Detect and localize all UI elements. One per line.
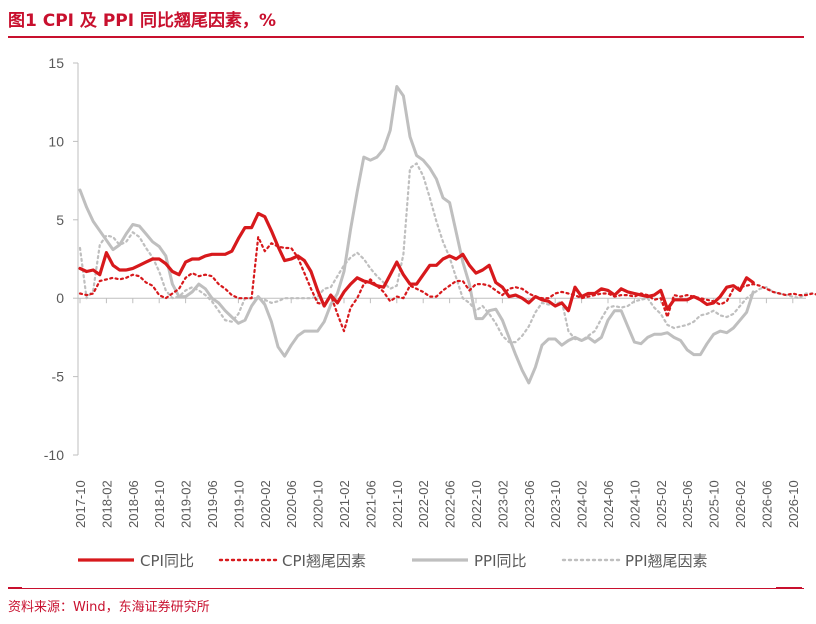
x-tick-label: 2017-10 <box>73 480 88 528</box>
x-tick-label: 2025-02 <box>654 480 669 528</box>
y-axis: 15 10 5 0 -5 -10 <box>44 55 79 463</box>
legend: CPI同比 CPI翘尾因素 PPI同比 PPI翘尾因素 <box>78 552 708 570</box>
x-tick-label: 2021-10 <box>390 480 405 528</box>
y-tick-label: -5 <box>52 369 65 385</box>
y-tick-label: 15 <box>48 55 64 71</box>
x-tick-label: 2023-06 <box>522 480 537 528</box>
x-tick-label: 2024-02 <box>575 480 590 528</box>
x-tick-label: 2020-06 <box>284 480 299 528</box>
x-tick-label: 2023-02 <box>495 480 510 528</box>
y-tick-label: -10 <box>44 447 64 463</box>
x-tick-label: 2019-02 <box>179 480 194 528</box>
series-line-3 <box>78 85 755 385</box>
y-tick-label: 5 <box>56 212 64 228</box>
series-line-4 <box>78 162 816 344</box>
source-note: 资料来源：Wind，东海证券研究所 <box>8 600 210 615</box>
x-tick-label: 2025-10 <box>707 480 722 528</box>
x-tick-label: 2018-02 <box>99 480 114 528</box>
x-tick-label: 2019-06 <box>205 480 220 528</box>
x-tick-label: 2024-10 <box>627 480 642 528</box>
x-tick-label: 2023-10 <box>548 480 563 528</box>
x-tick-label: 2018-10 <box>152 480 167 528</box>
x-tick-label: 2025-06 <box>680 480 695 528</box>
y-tick-label: 0 <box>56 290 64 306</box>
x-tick-label: 2020-10 <box>311 480 326 528</box>
x-tick-label: 2022-10 <box>469 480 484 528</box>
x-tick-label: 2026-10 <box>786 480 801 528</box>
legend-label-4: PPI翘尾因素 <box>625 552 708 570</box>
x-tick-label: 2021-06 <box>363 480 378 528</box>
legend-label-1: CPI同比 <box>140 552 194 570</box>
y-tick-label: 10 <box>48 133 64 149</box>
chart-area: 15 10 5 0 -5 -10 2017-10 2018-02 2018-06 2018-10… <box>44 55 816 570</box>
x-tick-label: 2026-06 <box>759 480 774 528</box>
x-tick-label: 2018-06 <box>126 480 141 528</box>
x-tick-label: 2020-02 <box>258 480 273 528</box>
legend-label-3: PPI同比 <box>474 552 527 570</box>
x-tick-label: 2019-10 <box>231 480 246 528</box>
title-divider <box>8 36 804 38</box>
x-tick-label: 2022-06 <box>443 480 458 528</box>
x-tick-label: 2021-02 <box>337 480 352 528</box>
legend-label-2: CPI翘尾因素 <box>282 552 366 570</box>
x-tick-label: 2026-02 <box>733 480 748 528</box>
chart-title: 图1 CPI 及 PPI 同比翘尾因素，% <box>8 11 277 31</box>
footer-divider-accent-left <box>8 587 22 589</box>
series-line-1 <box>78 211 755 313</box>
footer-divider <box>8 588 804 589</box>
footer-divider-accent <box>776 587 802 589</box>
series-group <box>78 85 816 385</box>
x-tick-label: 2022-02 <box>416 480 431 528</box>
x-axis: 2017-10 2018-02 2018-06 2018-10 2019-02 2019-… <box>73 297 806 528</box>
x-tick-label: 2024-06 <box>601 480 616 528</box>
series-line-2 <box>78 235 816 333</box>
